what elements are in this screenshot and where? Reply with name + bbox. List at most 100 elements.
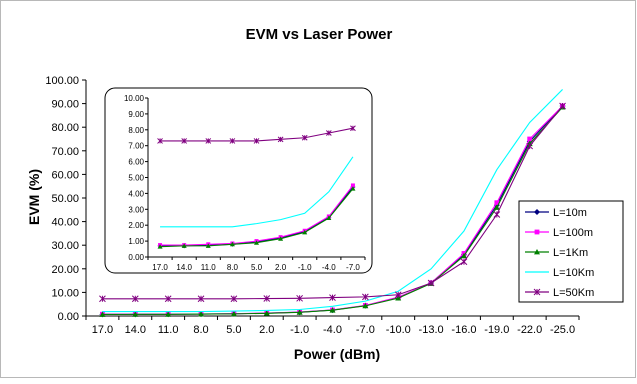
data-point [263,295,271,302]
x-tick-label: -22.0 [517,324,542,336]
main-plot-area: 0.00 10.00 20.00 30.00 40.00 50.00 60.00 70.00 8… [45,75,580,336]
data-point [329,307,336,313]
inset-data-point [277,136,284,143]
y-tick-label: 20.00 [51,264,79,276]
inset-x-tick-label: 17.0 [152,263,168,272]
legend-marker [534,249,540,255]
y-tick-label: 70.00 [51,146,79,158]
y-tick-label: 50.00 [51,193,79,205]
legend-item-l-1km: L=1Km [525,247,588,259]
legend-item-l-100m: L=100m [525,227,593,239]
data-point [165,311,172,317]
data-point [493,211,501,218]
legend-item-l-10m: L=10m [525,207,587,219]
legend-label: L=10Km [553,267,594,279]
x-tick-label: -19.0 [484,324,509,336]
inset-data-point [157,138,163,144]
legend-item-l-50km: L=50Km [525,287,594,299]
y-tick-label: 30.00 [51,240,79,252]
y-tick-label: 40.00 [51,217,79,229]
data-point [494,200,500,206]
data-point [395,295,402,301]
data-point [230,310,237,317]
inset-plot: 0.00 1.00 2.00 3.00 4.00 5.00 6.00 7.00 8.00 9.00… [104,87,373,274]
data-point [527,136,533,142]
inset-y-tick-label: 3.00 [128,205,144,214]
series-l-50km [99,102,566,303]
inset-data-point [326,215,332,221]
inset-data-point [181,243,187,248]
inset-data-point [350,183,355,188]
inset-data-point [181,138,188,144]
legend-item-l-10km: L=10Km [525,267,594,279]
data-point [296,309,303,315]
data-point [263,310,270,316]
x-tick-label: -1.0 [290,324,309,336]
data-point [329,294,336,301]
inset-frame [104,87,373,274]
data-point [460,258,468,266]
data-point [198,311,205,317]
x-tick-label: -25.0 [550,324,575,336]
inset-y-tick-label: 7.00 [128,142,144,151]
y-axis-title: EVM (%) [26,169,42,225]
inset-y-tick-label: 5.00 [128,174,144,183]
data-point [394,291,402,299]
y-tick-label: 80.00 [51,122,79,134]
x-tick-label: -4.0 [323,324,342,336]
legend-label: L=100m [553,227,593,239]
chart-title: EVM vs Laser Power [246,26,393,43]
x-tick-label: 17.0 [92,324,113,336]
legend-label: L=10m [553,207,587,219]
inset-data-point [205,138,212,144]
inset-data-point [157,244,163,249]
inset-data-point [254,240,259,245]
x-tick-label: 2.0 [259,324,274,336]
inset-x-tick-label: -4.0 [322,263,336,272]
inset-data-point [325,130,332,136]
inset-data-point [350,186,356,191]
inset-data-point [301,134,308,141]
inset-x-tick-label: 14.0 [176,263,192,272]
data-point [427,279,435,287]
legend: L=10m L=100m L=1Km L=10Km L=50Km [518,200,624,303]
x-tick-label: 5.0 [226,324,241,336]
data-point [362,302,369,309]
inset-x-tick-label: 8.0 [227,263,239,272]
inset-y-tick-label: 2.00 [128,221,144,230]
inset-y-tick-label: 4.00 [128,189,144,198]
y-tick-label: 10.00 [51,287,79,299]
data-point [197,295,205,303]
inset-x-tick-label: 5.0 [251,263,263,272]
inset-data-point [229,241,235,247]
legend-marker [534,229,540,235]
x-axis-title: Power (dBm) [294,346,380,362]
inset-series-l-50km [157,125,356,144]
data-point [164,295,172,303]
inset-data-point [229,138,236,144]
inset-y-tick-label: 9.00 [128,110,144,119]
data-point [559,102,566,110]
inset-series-l-1km [157,186,356,249]
data-point [230,295,238,303]
x-tick-label: 8.0 [193,324,208,336]
series-line [102,89,563,313]
y-tick-label: 100.00 [45,75,79,87]
inset-series-line [160,156,354,228]
inset-data-point [205,243,211,248]
x-tick-label: 11.0 [158,324,179,336]
inset-x-tick-label: -7.0 [346,263,360,272]
legend-label: L=1Km [553,247,588,259]
legend-label: L=50Km [553,287,594,299]
x-tick-label: 14.0 [125,324,146,336]
data-point [131,295,139,303]
x-tick-label: -16.0 [451,324,476,336]
data-point [493,204,500,210]
y-tick-label: 60.00 [51,169,79,181]
inset-data-point [350,125,356,132]
inset-y-tick-label: 10.00 [124,94,145,103]
y-tick-label: 0.00 [58,311,79,323]
data-point [526,142,534,150]
